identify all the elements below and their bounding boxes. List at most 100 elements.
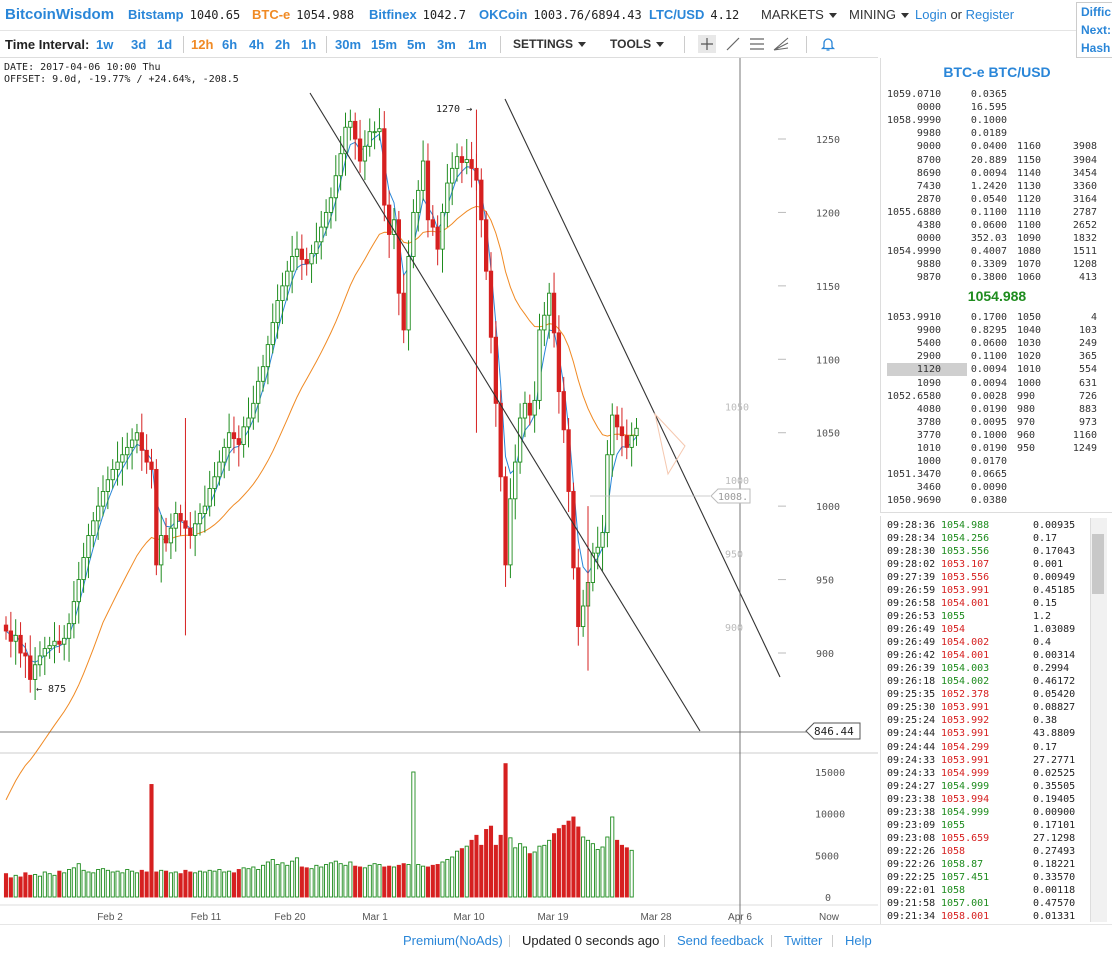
order-book-ask-row[interactable]: 0000 16.595 <box>881 101 1112 114</box>
order-book-bid-row[interactable]: 2900 0.1100 1020 365 <box>881 350 1112 363</box>
order-book-bid-row[interactable]: 1090 0.0094 1000 631 <box>881 377 1112 390</box>
trade-row[interactable]: 09:22:26 1058 0.27493 <box>881 845 1101 859</box>
order-book-bid-row[interactable]: 1053.9910 0.1700 1050 4 <box>881 311 1112 324</box>
markets-menu[interactable]: MARKETS <box>761 7 837 22</box>
twitter-link[interactable]: Twitter <box>784 933 823 948</box>
order-book-ask-row[interactable]: 9870 0.3800 1060 413 <box>881 271 1112 284</box>
recent-trades-list[interactable]: 09:28:36 1054.988 0.00935 09:28:34 1054.256 0… <box>880 516 1112 924</box>
trade-row[interactable]: 09:27:39 1053.556 0.00949 <box>881 571 1101 585</box>
order-book-bid-row[interactable]: 1120 0.0094 1010 554 <box>881 363 1112 377</box>
trade-row[interactable]: 09:26:58 1054.001 0.15 <box>881 597 1101 611</box>
interval-1h[interactable]: 1h <box>301 37 317 52</box>
trade-row[interactable]: 09:24:44 1053.991 43.8809 <box>881 727 1101 741</box>
trade-row[interactable]: 09:28:34 1054.256 0.17 <box>881 532 1101 546</box>
line-icon[interactable] <box>724 35 742 53</box>
trades-scrollbar[interactable] <box>1090 518 1107 922</box>
interval-30m[interactable]: 30m <box>335 37 362 52</box>
brand-logo[interactable]: BitcoinWisdom <box>5 6 115 23</box>
settings-menu[interactable]: SETTINGS <box>513 37 587 51</box>
interval-3d[interactable]: 3d <box>131 37 147 52</box>
interval-3m[interactable]: 3m <box>437 37 456 52</box>
order-book-ask-row[interactable]: 0000 352.03 1090 1832 <box>881 232 1112 245</box>
interval-6h[interactable]: 6h <box>222 37 238 52</box>
trade-row[interactable]: 09:21:34 1058.001 0.01331 <box>881 910 1101 924</box>
trade-row[interactable]: 09:24:33 1053.991 27.2771 <box>881 754 1101 768</box>
trade-row[interactable]: 09:22:26 1058.87 0.18221 <box>881 858 1101 872</box>
tools-menu[interactable]: TOOLS <box>610 37 665 51</box>
trade-row[interactable]: 09:24:33 1054.999 0.02525 <box>881 767 1101 781</box>
interval-15m[interactable]: 15m <box>371 37 398 52</box>
trade-row[interactable]: 09:26:53 1055 1.2 <box>881 610 1101 624</box>
register-link[interactable]: Register <box>965 7 1015 22</box>
order-book-bid-row[interactable]: 1051.3470 0.0665 <box>881 468 1112 481</box>
trade-row[interactable]: 09:22:01 1058 0.00118 <box>881 884 1101 898</box>
trade-row[interactable]: 09:26:49 1054 1.03089 <box>881 623 1101 637</box>
exchange-ltcusd[interactable]: LTC/USD 4.12 <box>649 7 740 22</box>
order-book-bid-row[interactable]: 9900 0.8295 1040 103 <box>881 324 1112 337</box>
interval-4h[interactable]: 4h <box>249 37 265 52</box>
trade-row[interactable]: 09:22:25 1057.451 0.33570 <box>881 871 1101 885</box>
interval-2h[interactable]: 2h <box>275 37 291 52</box>
order-book-ask-row[interactable]: 1054.9990 0.4007 1080 1511 <box>881 245 1112 258</box>
order-book-ask-row[interactable]: 2870 0.0540 1120 3164 <box>881 193 1112 206</box>
trade-row[interactable]: 09:24:44 1054.299 0.17 <box>881 741 1101 755</box>
trade-row[interactable]: 09:21:58 1057.001 0.47570 <box>881 897 1101 911</box>
order-book-bid-row[interactable]: 1050.9690 0.0380 <box>881 494 1112 507</box>
trade-row[interactable]: 09:24:27 1054.999 0.35505 <box>881 780 1101 794</box>
order-book-ask-row[interactable]: 9880 0.3309 1070 1208 <box>881 258 1112 271</box>
trade-row[interactable]: 09:23:09 1055 0.17101 <box>881 819 1101 833</box>
alert-bell-icon[interactable] <box>819 35 837 53</box>
price-chart[interactable]: 900 950 1000 1050 1100 1150 1200 1250 0 5000 10000… <box>0 58 878 924</box>
parallel-lines-icon[interactable] <box>748 35 766 53</box>
order-book-bid-row[interactable]: 3780 0.0095 970 973 <box>881 416 1112 429</box>
send-feedback-link[interactable]: Send feedback <box>677 933 764 948</box>
trade-row[interactable]: 09:28:36 1054.988 0.00935 <box>881 519 1101 533</box>
order-book-bid-row[interactable]: 3460 0.0090 <box>881 481 1112 494</box>
interval-1w[interactable]: 1w <box>96 37 114 52</box>
order-book-ask-row[interactable]: 4380 0.0600 1100 2652 <box>881 219 1112 232</box>
trade-row[interactable]: 09:26:49 1054.002 0.4 <box>881 636 1101 650</box>
order-book-bid-row[interactable]: 1000 0.0170 <box>881 455 1112 468</box>
trade-row[interactable]: 09:26:59 1053.991 0.45185 <box>881 584 1101 598</box>
order-book-ask-row[interactable]: 8690 0.0094 1140 3454 <box>881 167 1112 180</box>
interval-5m[interactable]: 5m <box>407 37 426 52</box>
trades-scrollbar-thumb[interactable] <box>1092 534 1104 594</box>
order-book-ask-row[interactable]: 9980 0.0189 <box>881 127 1112 140</box>
login-link[interactable]: Login <box>915 7 947 22</box>
trade-row[interactable]: 09:26:42 1054.001 0.00314 <box>881 649 1101 663</box>
exchange-okcoin[interactable]: OKCoin 1003.76/6894.43 <box>479 7 642 22</box>
exchange-bitstamp[interactable]: Bitstamp 1040.65 <box>128 7 241 22</box>
fan-icon[interactable] <box>772 35 790 53</box>
trade-row[interactable]: 09:23:38 1053.994 0.19405 <box>881 793 1101 807</box>
interval-12h[interactable]: 12h <box>191 37 214 52</box>
trade-row[interactable]: 09:23:38 1054.999 0.00900 <box>881 806 1101 820</box>
mining-menu[interactable]: MINING <box>849 7 909 22</box>
trade-row[interactable]: 09:25:35 1052.378 0.05420 <box>881 688 1101 702</box>
trade-row[interactable]: 09:26:18 1054.002 0.46172 <box>881 675 1101 689</box>
interval-1d[interactable]: 1d <box>157 37 173 52</box>
order-book-bid-row[interactable]: 3770 0.1000 960 1160 <box>881 429 1112 442</box>
trade-row[interactable]: 09:23:08 1055.659 27.1298 <box>881 832 1101 846</box>
candlestick-chart-svg[interactable]: 900 950 1000 1050 1100 1150 1200 1250 0 5000 10000… <box>0 58 878 924</box>
help-link[interactable]: Help <box>845 933 872 948</box>
crosshair-icon[interactable] <box>698 35 716 53</box>
exchange-btce[interactable]: BTC-e 1054.988 <box>252 7 355 22</box>
order-book-ask-row[interactable]: 1059.0710 0.0365 <box>881 88 1112 101</box>
order-book-bid-row[interactable]: 1052.6580 0.0028 990 726 <box>881 390 1112 403</box>
order-book-ask-row[interactable]: 1055.6880 0.1100 1110 2787 <box>881 206 1112 219</box>
premium-link[interactable]: Premium(NoAds) <box>403 933 503 948</box>
order-book-ask-row[interactable]: 7430 1.2420 1130 3360 <box>881 180 1112 193</box>
trade-row[interactable]: 09:25:30 1053.991 0.08827 <box>881 701 1101 715</box>
order-book-bid-row[interactable]: 4080 0.0190 980 883 <box>881 403 1112 416</box>
interval-1m[interactable]: 1m <box>468 37 487 52</box>
exchange-bitfinex[interactable]: Bitfinex 1042.7 <box>369 7 467 22</box>
trade-row[interactable]: 09:28:02 1053.107 0.001 <box>881 558 1101 572</box>
order-book-bid-row[interactable]: 5400 0.0600 1030 249 <box>881 337 1112 350</box>
trade-row[interactable]: 09:25:24 1053.992 0.38 <box>881 714 1101 728</box>
trade-row[interactable]: 09:28:30 1053.556 0.17043 <box>881 545 1101 559</box>
order-book-ask-row[interactable]: 9000 0.0400 1160 3908 <box>881 140 1112 153</box>
order-book-ask-row[interactable]: 8700 20.889 1150 3904 <box>881 154 1112 167</box>
order-book-ask-row[interactable]: 1058.9990 0.1000 <box>881 114 1112 127</box>
order-book-bid-row[interactable]: 1010 0.0190 950 1249 <box>881 442 1112 455</box>
trade-row[interactable]: 09:26:39 1054.003 0.2994 <box>881 662 1101 676</box>
